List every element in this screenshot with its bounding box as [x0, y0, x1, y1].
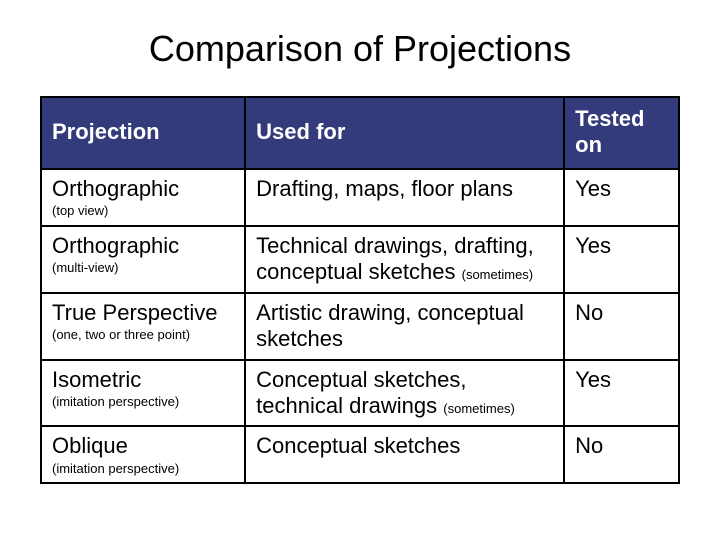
used-for-text: Conceptual sketches, technical drawings [256, 367, 466, 418]
cell-used-for: Artistic drawing, conceptual sketches [245, 293, 564, 360]
col-used-for: Used for [245, 97, 564, 169]
projection-sub: (imitation perspective) [52, 394, 234, 410]
cell-tested-on: Yes [564, 169, 679, 226]
cell-projection: Orthographic (top view) [41, 169, 245, 226]
cell-used-for: Technical drawings, drafting, conceptual… [245, 226, 564, 293]
cell-tested-on: Yes [564, 360, 679, 427]
projection-label: Orthographic [52, 176, 179, 201]
cell-tested-on: No [564, 426, 679, 483]
used-for-text: Drafting, maps, floor plans [256, 176, 513, 201]
cell-used-for: Drafting, maps, floor plans [245, 169, 564, 226]
projection-label: Oblique [52, 433, 128, 458]
cell-tested-on: No [564, 293, 679, 360]
projection-table: Projection Used for Tested on Orthograph… [40, 96, 680, 484]
cell-projection: Isometric (imitation perspective) [41, 360, 245, 427]
used-for-sub: (sometimes) [462, 267, 534, 282]
cell-projection: Oblique (imitation perspective) [41, 426, 245, 483]
cell-used-for: Conceptual sketches, technical drawings … [245, 360, 564, 427]
projection-sub: (imitation perspective) [52, 461, 234, 477]
table-row: True Perspective (one, two or three poin… [41, 293, 679, 360]
used-for-text: Artistic drawing, conceptual sketches [256, 300, 524, 351]
projection-label: True Perspective [52, 300, 217, 325]
cell-projection: True Perspective (one, two or three poin… [41, 293, 245, 360]
table-row: Orthographic (multi-view) Technical draw… [41, 226, 679, 293]
cell-used-for: Conceptual sketches [245, 426, 564, 483]
used-for-sub: (sometimes) [443, 401, 515, 416]
col-tested-on: Tested on [564, 97, 679, 169]
projection-sub: (top view) [52, 203, 234, 219]
used-for-text: Conceptual sketches [256, 433, 460, 458]
projection-label: Isometric [52, 367, 141, 392]
col-projection: Projection [41, 97, 245, 169]
projection-label: Orthographic [52, 233, 179, 258]
cell-projection: Orthographic (multi-view) [41, 226, 245, 293]
projection-sub: (one, two or three point) [52, 327, 234, 343]
cell-tested-on: Yes [564, 226, 679, 293]
projection-sub: (multi-view) [52, 260, 234, 276]
table-row: Isometric (imitation perspective) Concep… [41, 360, 679, 427]
table-row: Orthographic (top view) Drafting, maps, … [41, 169, 679, 226]
slide-title: Comparison of Projections [40, 28, 680, 70]
table-row: Oblique (imitation perspective) Conceptu… [41, 426, 679, 483]
table-header-row: Projection Used for Tested on [41, 97, 679, 169]
